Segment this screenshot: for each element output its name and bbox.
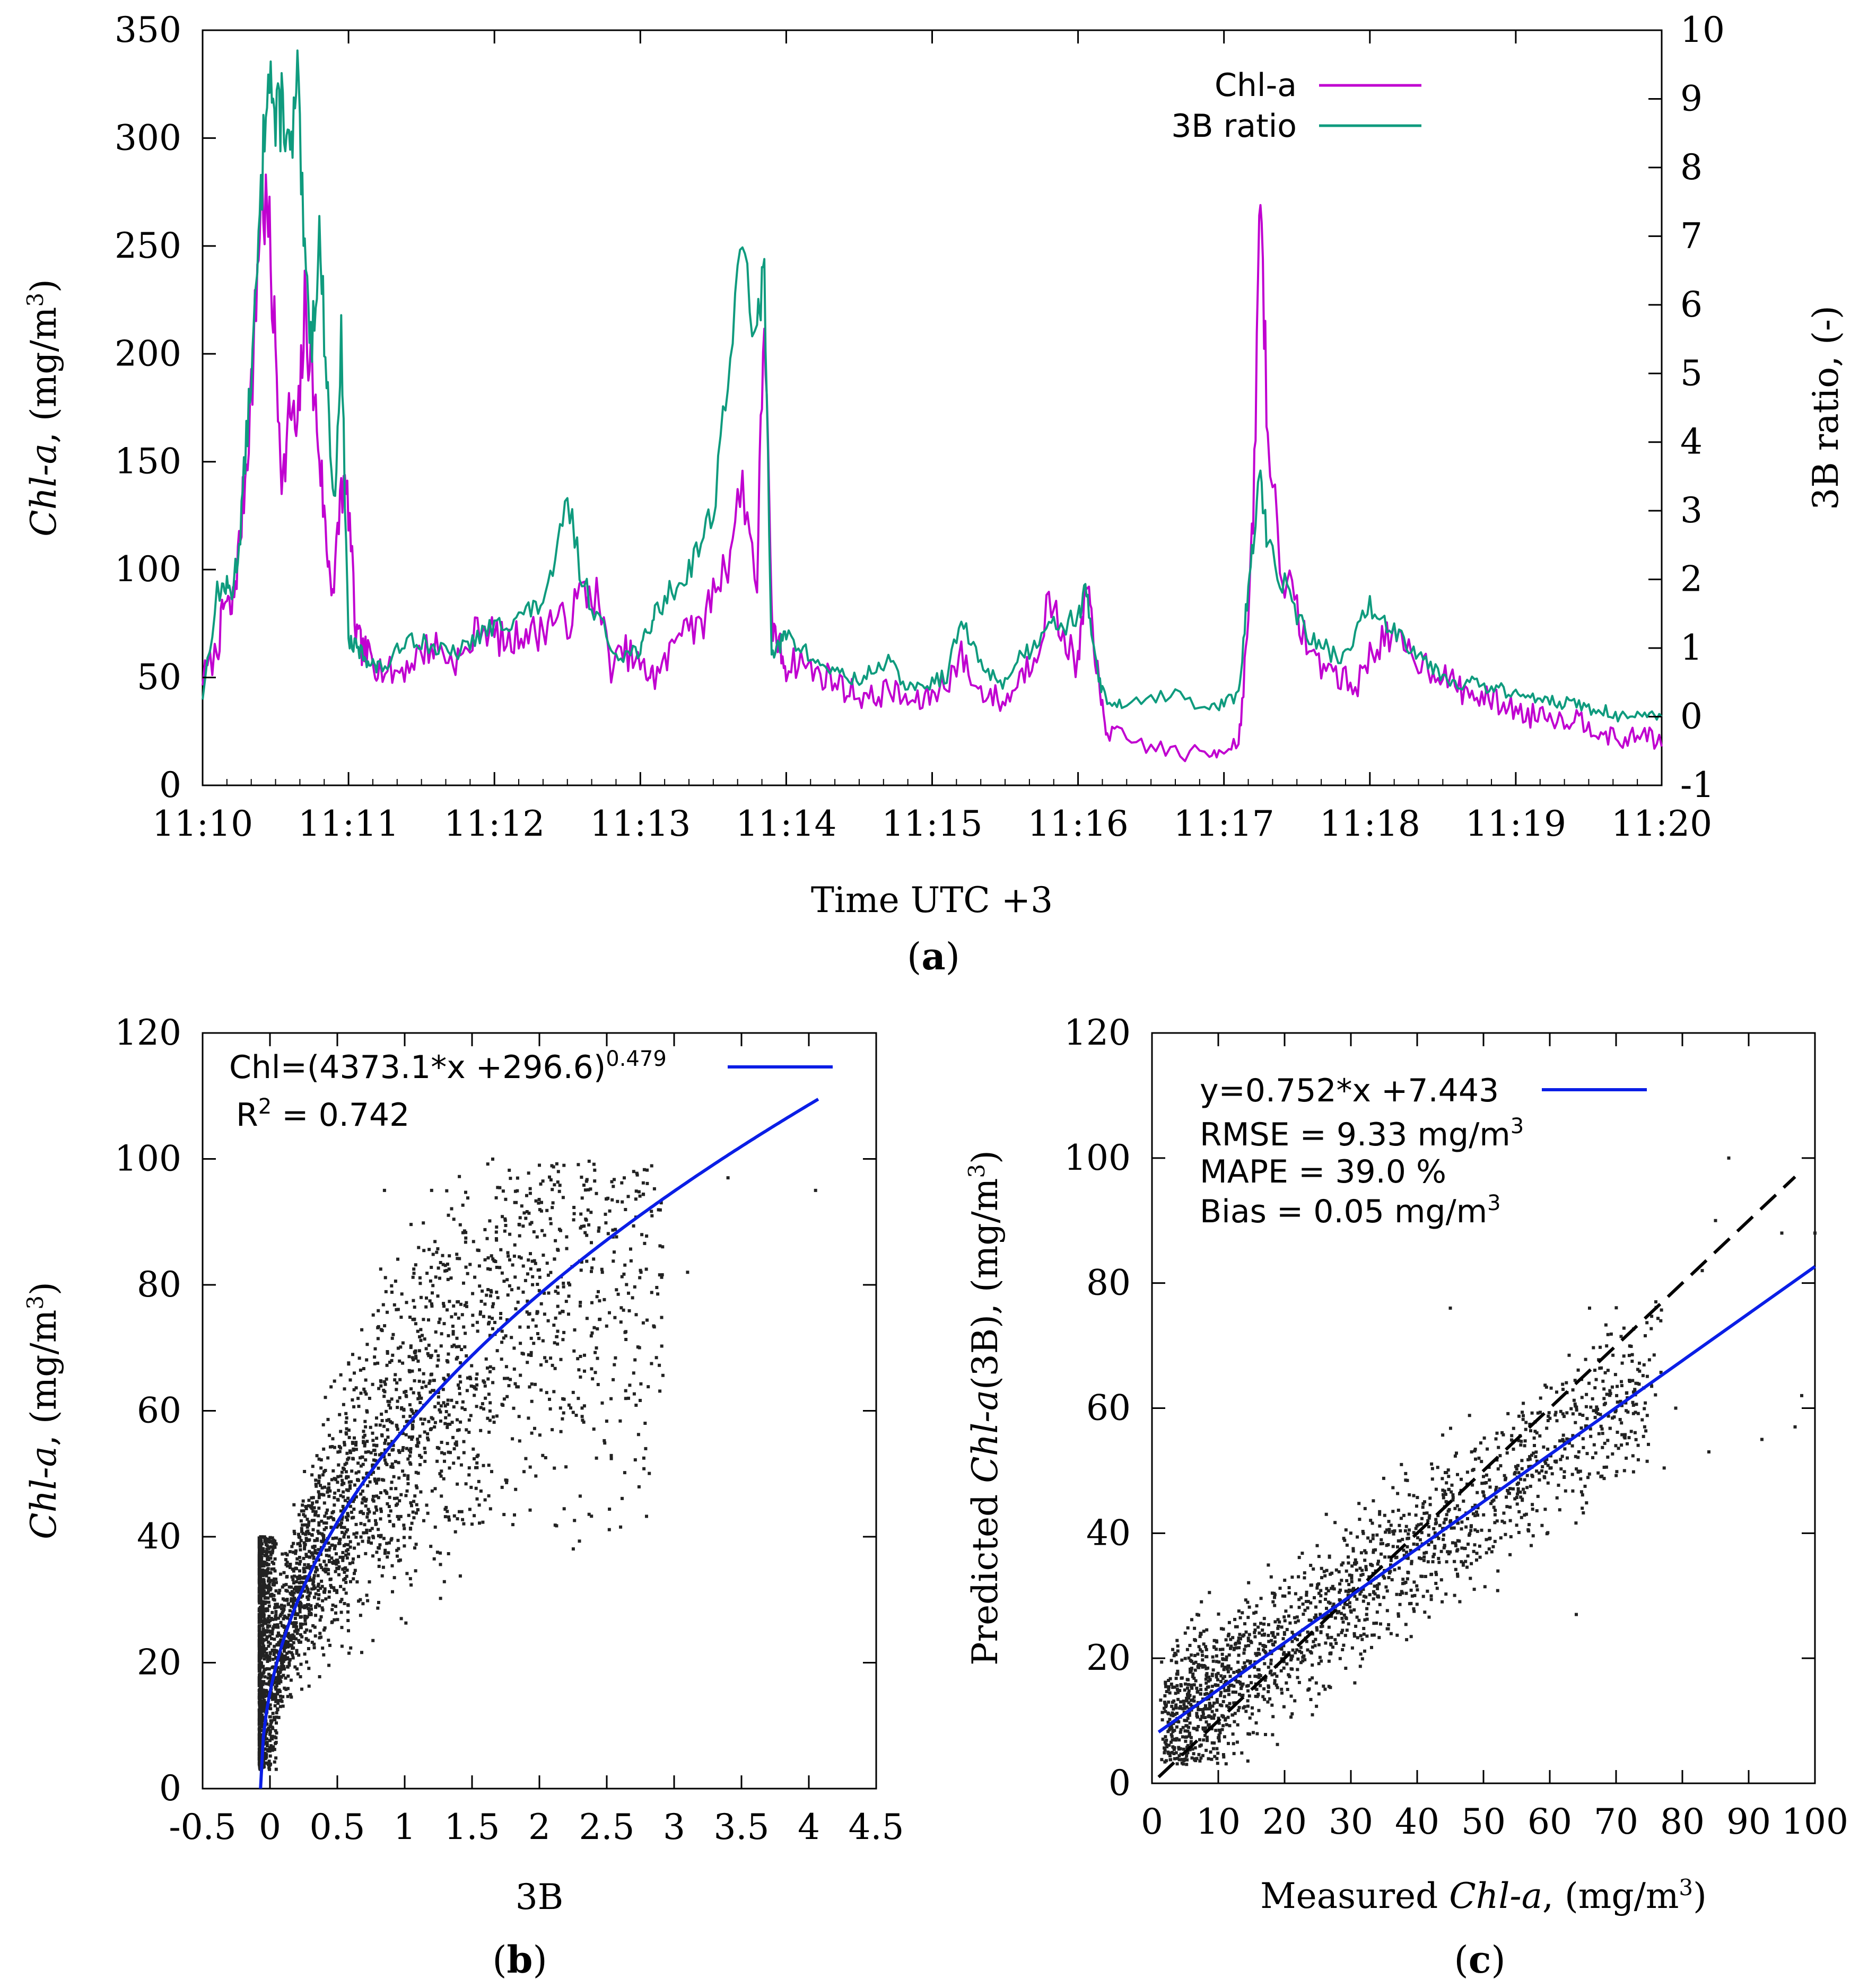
chart-c-y-tick-label: 60 xyxy=(1086,1388,1131,1429)
chart-a-y-axis-label: Chl-a, (mg/m3) xyxy=(22,279,65,537)
chart-a-y-tick-label: 200 xyxy=(115,333,181,374)
chart-b-x-tick-label: 0.5 xyxy=(310,1807,365,1847)
chart-c-x-tick-label: 90 xyxy=(1726,1801,1771,1842)
chart-a-y-tick-label: 100 xyxy=(115,549,181,590)
chart-b-y-tick-label: 40 xyxy=(137,1516,181,1557)
chart-b-x-tick-label: 1 xyxy=(394,1807,416,1847)
chart-b-legend: Chl=(4373.1*x +296.6)0.479 R2 = 0.742 xyxy=(229,1047,833,1134)
chart-a-y-tick-label: 300 xyxy=(115,117,181,158)
chart-c-y-axis-label: Predicted Chl-a(3B), (mg/m3) xyxy=(964,1150,1006,1666)
chart-a-x-tick-label: 11:18 xyxy=(1320,803,1420,844)
chart-a-y2-tick-label: 4 xyxy=(1680,422,1703,462)
chart-b-x-tick-label: 1.5 xyxy=(444,1807,500,1847)
chart-c-rmse: RMSE = 9.33 mg/m3 xyxy=(1200,1114,1524,1153)
chart-c-x-tick-label: 40 xyxy=(1395,1801,1439,1842)
chart-b-x-tick-label: 4.5 xyxy=(849,1807,904,1847)
chart-a-x-tick-label: 11:10 xyxy=(152,803,253,844)
chart-a-y2-tick-label: 8 xyxy=(1680,147,1703,188)
chart-b-frame xyxy=(202,1032,877,1790)
chart-c-mape: MAPE = 39.0 % xyxy=(1200,1153,1446,1190)
chart-b-y-tick-label: 120 xyxy=(115,1012,181,1053)
chart-a-x-tick-label: 11:13 xyxy=(590,803,691,844)
chart-c-fit-equation: y=0.752*x +7.443 xyxy=(1200,1072,1499,1109)
chart-a-timeseries: 0 50 100 150 200 250 300 350 -1 0 1 2 3 4 5 6 7 8 9 10 11:… xyxy=(22,10,1847,978)
chart-a-y-tick-label: 50 xyxy=(137,657,181,698)
chart-c-x-tick-label: 80 xyxy=(1660,1801,1705,1842)
chart-c-x-tick-label: 30 xyxy=(1329,1801,1373,1842)
chart-a-x-tick-label: 11:16 xyxy=(1027,803,1128,844)
chart-a-y2-tick-label: 0 xyxy=(1680,696,1703,737)
chart-c-y-tick-label: 120 xyxy=(1064,1012,1131,1053)
chart-a-y-tick-label: 0 xyxy=(159,765,181,805)
chart-c-panel-label: (c) xyxy=(1454,1938,1505,1982)
chart-a-frame xyxy=(202,29,1663,786)
legend-ratio-label: 3B ratio xyxy=(1171,108,1297,145)
chart-a-x-tick-label: 11:14 xyxy=(736,803,836,844)
chart-c-x-tick-label: 50 xyxy=(1461,1801,1506,1842)
chart-c-fit-line xyxy=(1157,1265,1816,1733)
chart-b-x-tick-label: 3.5 xyxy=(714,1807,770,1847)
chart-c-legend: y=0.752*x +7.443 RMSE = 9.33 mg/m3 MAPE … xyxy=(1200,1072,1647,1230)
chart-c-y-tick-label: 0 xyxy=(1108,1763,1131,1803)
chart-a-y2-tick-label: 3 xyxy=(1680,490,1703,531)
chart-a-y2-tick-label: 7 xyxy=(1680,215,1703,256)
chart-b-x-tick-label: -0.5 xyxy=(169,1807,236,1847)
chart-b-scatter-points xyxy=(257,1157,817,1771)
chart-a-x-tick-label: 11:19 xyxy=(1465,803,1566,844)
chart-c-x-tick-label: 20 xyxy=(1262,1801,1307,1842)
chart-b-fit-equation: Chl=(4373.1*x +296.6)0.479 xyxy=(229,1047,667,1086)
chart-c-y-tick-label: 20 xyxy=(1086,1637,1131,1678)
chart-a-legend: Chl-a 3B ratio xyxy=(1171,67,1421,145)
chart-b-x-tick-label: 2 xyxy=(528,1807,551,1847)
chart-b-x-tick-label: 4 xyxy=(798,1807,820,1847)
chart-c-x-tick-label: 70 xyxy=(1594,1801,1638,1842)
chart-b-y-tick-label: 80 xyxy=(137,1264,181,1305)
chart-b-x-tick-label: 3 xyxy=(663,1807,685,1847)
chart-b-x-axis-label: 3B xyxy=(516,1877,564,1917)
chart-c-x-axis-label: Measured Chl-a, (mg/m3) xyxy=(1260,1875,1707,1917)
chart-c-x-tick-label: 0 xyxy=(1141,1801,1163,1842)
chart-c-one-to-one-line xyxy=(1157,1176,1796,1779)
chart-c-x-tick-label: 10 xyxy=(1196,1801,1241,1842)
chart-a-y-tick-label: 250 xyxy=(115,225,181,266)
legend-chl-label: Chl-a xyxy=(1215,67,1297,104)
series-3b-ratio-line xyxy=(202,49,1663,723)
chart-a-x-tick-label: 11:12 xyxy=(444,803,545,844)
chart-a-y2-tick-label: 1 xyxy=(1680,627,1703,668)
chart-a-x-axis-label: Time UTC +3 xyxy=(811,880,1053,921)
series-chl-a-line xyxy=(202,173,1663,763)
chart-a-y2-tick-label: 2 xyxy=(1680,559,1703,600)
chart-b-panel-label: (b) xyxy=(492,1938,547,1982)
chart-b-r2: R2 = 0.742 xyxy=(236,1094,409,1134)
chart-a-y2-tick-label: -1 xyxy=(1680,765,1714,805)
chart-c-x-tick-label: 60 xyxy=(1527,1801,1572,1842)
chart-c-bias: Bias = 0.05 mg/m3 xyxy=(1200,1191,1501,1230)
chart-b-x-tick-label: 0 xyxy=(259,1807,281,1847)
chart-a-y2-axis-label: 3B ratio, (-) xyxy=(1805,305,1846,510)
chart-c-scatter-points xyxy=(1159,1156,1817,1766)
chart-c-y-tick-label: 100 xyxy=(1064,1137,1131,1178)
chart-a-x-tick-label: 11:20 xyxy=(1611,803,1712,844)
chart-b-y-tick-label: 0 xyxy=(159,1768,181,1809)
chart-a-x-tick-label: 11:11 xyxy=(298,803,399,844)
chart-b-x-tick-label: 2.5 xyxy=(579,1807,635,1847)
chart-c-y-tick-label: 40 xyxy=(1086,1512,1131,1553)
chart-b-y-tick-label: 60 xyxy=(137,1390,181,1431)
chart-a-y2-tick-label: 6 xyxy=(1680,284,1703,325)
chart-a-y-tick-label: 150 xyxy=(115,441,181,482)
chart-b-fit-curve xyxy=(259,1098,819,1789)
chart-b-y-tick-label: 20 xyxy=(137,1642,181,1683)
chart-a-x-tick-label: 11:17 xyxy=(1174,803,1275,844)
chart-a-y2-tick-label: 10 xyxy=(1680,10,1725,50)
chart-c-x-tick-label: 100 xyxy=(1782,1801,1848,1842)
chart-a-y-tick-label: 350 xyxy=(115,10,181,50)
chart-a-panel-label: (a) xyxy=(907,934,960,978)
chart-c-y-tick-label: 80 xyxy=(1086,1263,1131,1303)
chart-a-y2-tick-label: 9 xyxy=(1680,78,1703,119)
chart-b-y-axis-label: Chl-a, (mg/m3) xyxy=(22,1282,65,1539)
chart-a-x-tick-label: 11:15 xyxy=(881,803,982,844)
chart-a-y2-tick-label: 5 xyxy=(1680,353,1703,393)
chart-c-frame xyxy=(1151,1032,1816,1784)
chart-b-y-tick-label: 100 xyxy=(115,1138,181,1179)
